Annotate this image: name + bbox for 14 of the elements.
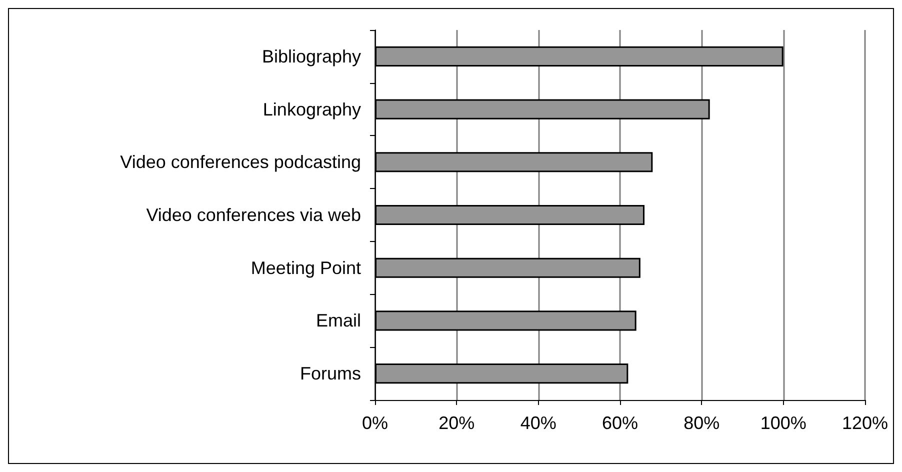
y-tick-label: Video conferences podcasting: [120, 152, 361, 172]
x-tick-label: 100%: [760, 413, 806, 433]
x-tick-label: 80%: [684, 413, 720, 433]
x-tick-label: 120%: [842, 413, 888, 433]
x-tick-label: 60%: [602, 413, 638, 433]
x-tick-label: 20%: [438, 413, 475, 433]
x-tick-label: 0%: [362, 413, 388, 433]
y-tick-label: Bibliography: [262, 46, 361, 66]
y-tick-label: Video conferences via web: [146, 205, 361, 225]
y-tick-label: Meeting Point: [250, 258, 361, 278]
y-tick-label: Linkography: [262, 99, 361, 120]
y-tick-label: Email: [316, 310, 361, 331]
y-tick-label: Forums: [300, 364, 361, 384]
x-tick-label: 40%: [520, 413, 556, 433]
